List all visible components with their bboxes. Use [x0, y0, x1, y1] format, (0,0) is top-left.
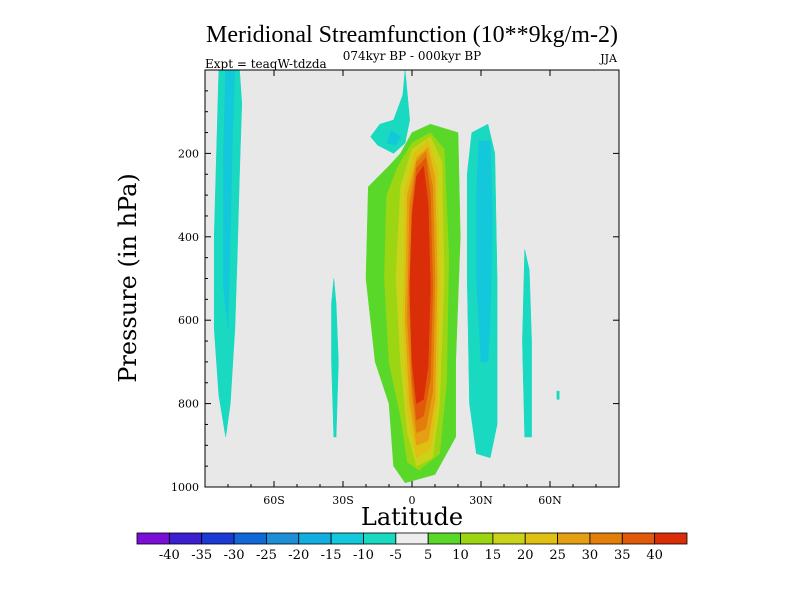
colorbar-swatch: [233, 532, 267, 545]
colorbar-swatch: [395, 532, 429, 545]
x-tick-label: 30S: [332, 494, 354, 507]
colorbar-label: 40: [646, 548, 663, 563]
contour-region-sh-midlat-sliver: [331, 278, 339, 438]
chart-title: Meridional Streamfunction (10**9kg/m-2): [206, 22, 618, 48]
colorbar-swatch: [201, 532, 235, 545]
y-axis-label: Pressure (in hPa): [114, 173, 142, 383]
colorbar-swatch: [427, 532, 461, 545]
colorbar-label: -5: [389, 548, 402, 563]
colorbar-label: 5: [424, 548, 432, 563]
season-label: JJA: [599, 52, 618, 65]
x-tick-label: 30N: [469, 494, 493, 507]
colorbar-label: 15: [485, 548, 502, 563]
colorbar-label: 25: [549, 548, 566, 563]
axes: 60S 30S 0 30N 60N 200 400 600 800 1000: [171, 70, 619, 507]
colorbar-swatch: [330, 532, 364, 545]
colorbar-label: -30: [224, 548, 245, 563]
y-tick-label: 200: [178, 147, 199, 160]
experiment-label: Expt = teaqW-tdzda: [205, 57, 327, 71]
contour-region-upper-tropical-blue: [386, 130, 401, 146]
contour-region-hadley-40: [409, 165, 431, 404]
colorbar-label: -25: [256, 548, 277, 563]
contour-regions: [213, 69, 560, 484]
contour-region-nh-subtropic-sliver: [522, 249, 532, 438]
colorbar-label: -15: [321, 548, 342, 563]
y-tick-label: 400: [178, 231, 199, 244]
colorbar-swatch: [298, 532, 332, 545]
y-tick-label: 800: [178, 398, 199, 411]
colorbar-label: 10: [452, 548, 469, 563]
colorbar-swatch: [524, 532, 558, 545]
colorbar-label: 20: [517, 548, 534, 563]
colorbar-swatch: [589, 532, 623, 545]
chart-subtitle: 074kyr BP - 000kyr BP: [343, 49, 481, 63]
colorbar-label: -35: [191, 548, 212, 563]
colorbar-label: 30: [582, 548, 599, 563]
colorbar-swatch: [654, 532, 688, 545]
contour-region-upper-tropical-cyan: [370, 69, 410, 154]
y-tick-label: 600: [178, 314, 199, 327]
colorbar-swatch: [363, 532, 397, 545]
colorbar-label: -40: [159, 548, 180, 563]
y-tick-label: 1000: [171, 481, 199, 494]
x-axis-label: Latitude: [361, 503, 463, 531]
colorbar-label: -10: [353, 548, 374, 563]
colorbar-label: 35: [614, 548, 631, 563]
contour-region-southern-blue-core: [223, 69, 236, 329]
colorbar-swatch: [460, 532, 494, 545]
x-tick-label: 60S: [263, 494, 285, 507]
colorbar-swatch: [492, 532, 526, 545]
colorbar-swatch: [168, 532, 203, 545]
contour-region-nh-speck: [556, 390, 560, 400]
colorbar: -40 -35 -30 -25 -20 -15 -10 -5 5 10 15 20 25 30 35 40: [136, 532, 688, 563]
colorbar-swatch: [621, 532, 656, 545]
contour-region-nh-blue-core: [476, 140, 493, 363]
colorbar-swatch: [136, 532, 170, 545]
x-tick-label: 60N: [538, 494, 562, 507]
colorbar-swatch: [557, 532, 591, 545]
colorbar-label: -20: [288, 548, 309, 563]
colorbar-swatch: [266, 532, 300, 545]
x-tick-label: 0: [409, 494, 416, 507]
